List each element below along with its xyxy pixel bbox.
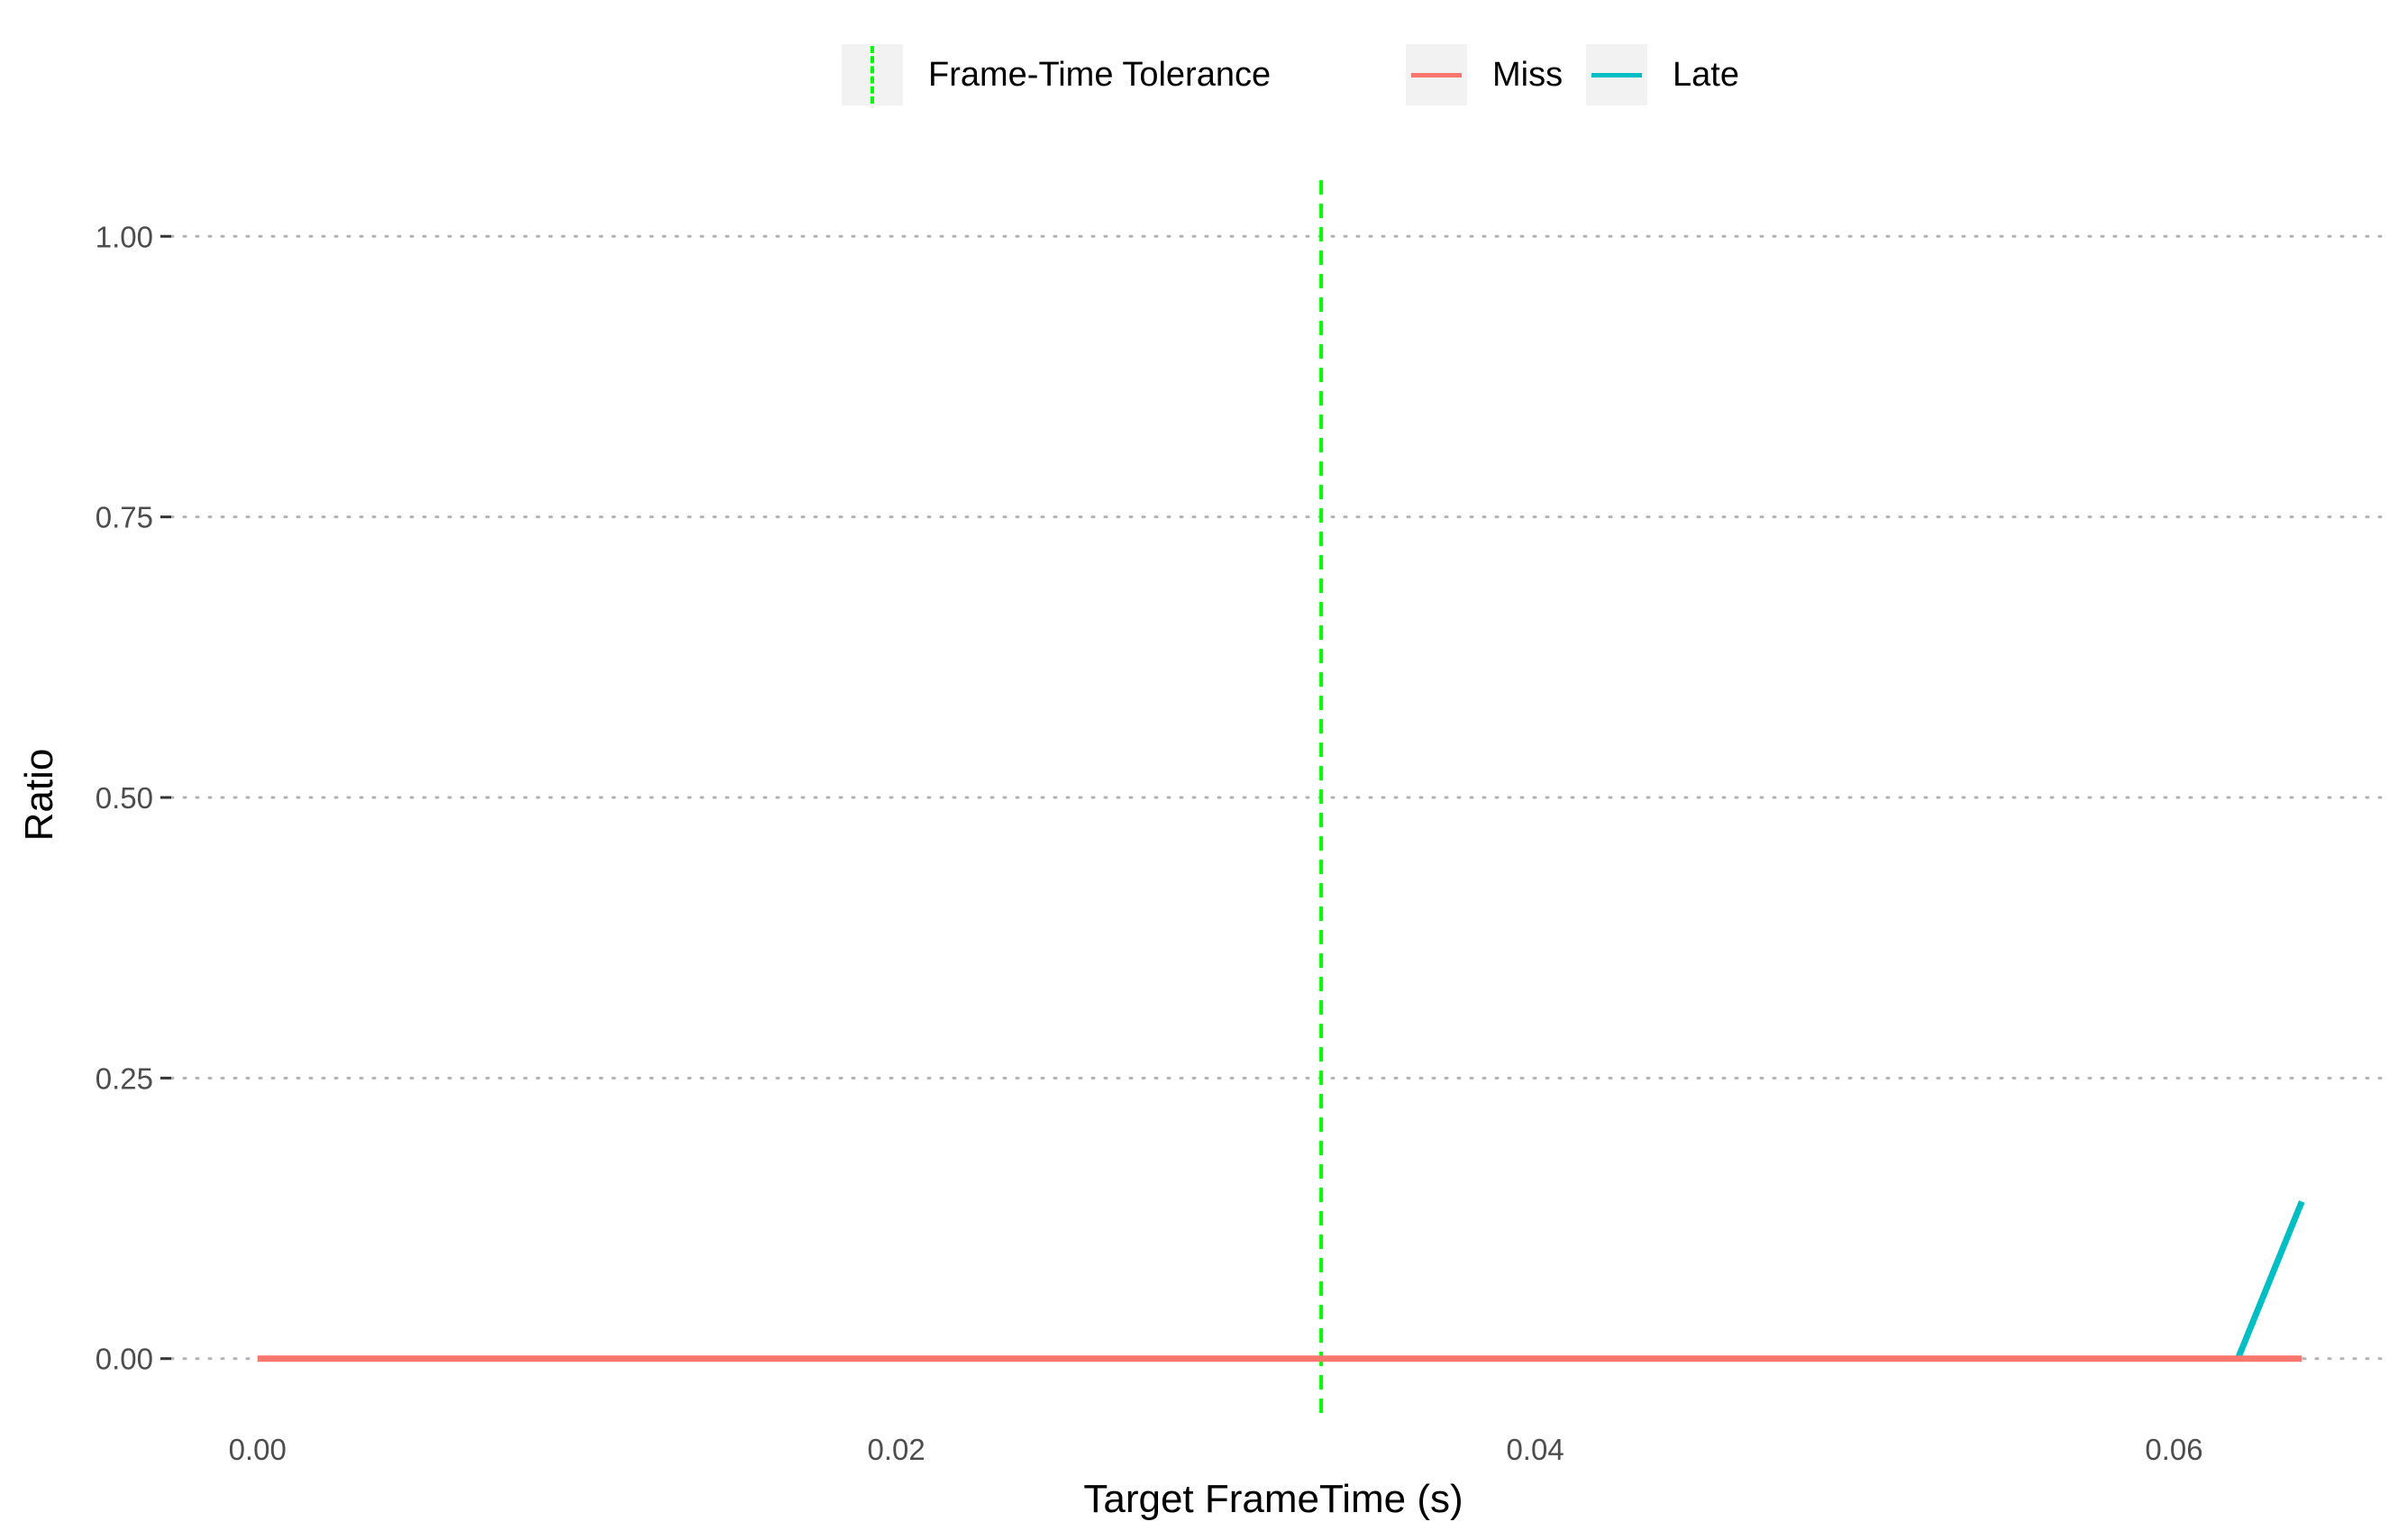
x-tick-label: 0.04 (1506, 1433, 1564, 1466)
y-axis-title: Ratio (17, 749, 61, 842)
legend-item-late: Late (1586, 43, 1739, 106)
series-lines (257, 1200, 2305, 1362)
y-axis-ticks: 0.00 0.25 0.50 0.75 1.00 (96, 220, 171, 1376)
legend-item-miss: Miss (1406, 43, 1563, 106)
legend-key-tolerance (842, 44, 903, 105)
y-tick-label: 0.25 (96, 1062, 153, 1095)
legend-label-late: Late (1673, 55, 1739, 94)
legend-label-miss: Miss (1492, 55, 1564, 94)
legend-label-tolerance: Frame-Time Tolerance (928, 55, 1272, 94)
y-tick-label: 1.00 (96, 220, 153, 253)
x-tick-label: 0.06 (2145, 1433, 2202, 1466)
x-axis-title: Target FrameTime (s) (1083, 1477, 1463, 1521)
legend-item-tolerance: Frame-Time Tolerance (842, 43, 1271, 106)
y-tick-label: 0.50 (96, 781, 153, 815)
y-tick-label: 0.00 (96, 1343, 153, 1376)
legend-key-late (1586, 44, 1647, 105)
series-line-late (2235, 1200, 2305, 1361)
y-tick-label: 0.75 (96, 501, 153, 534)
grid-lines (169, 234, 2390, 1361)
x-tick-label: 0.02 (868, 1433, 925, 1466)
x-axis-ticks: 0.00 0.02 0.04 0.06 (229, 1433, 2203, 1466)
legend: Frame-Time Tolerance Miss Late (0, 43, 2407, 115)
x-tick-label: 0.00 (229, 1433, 287, 1466)
legend-key-miss (1406, 44, 1467, 105)
